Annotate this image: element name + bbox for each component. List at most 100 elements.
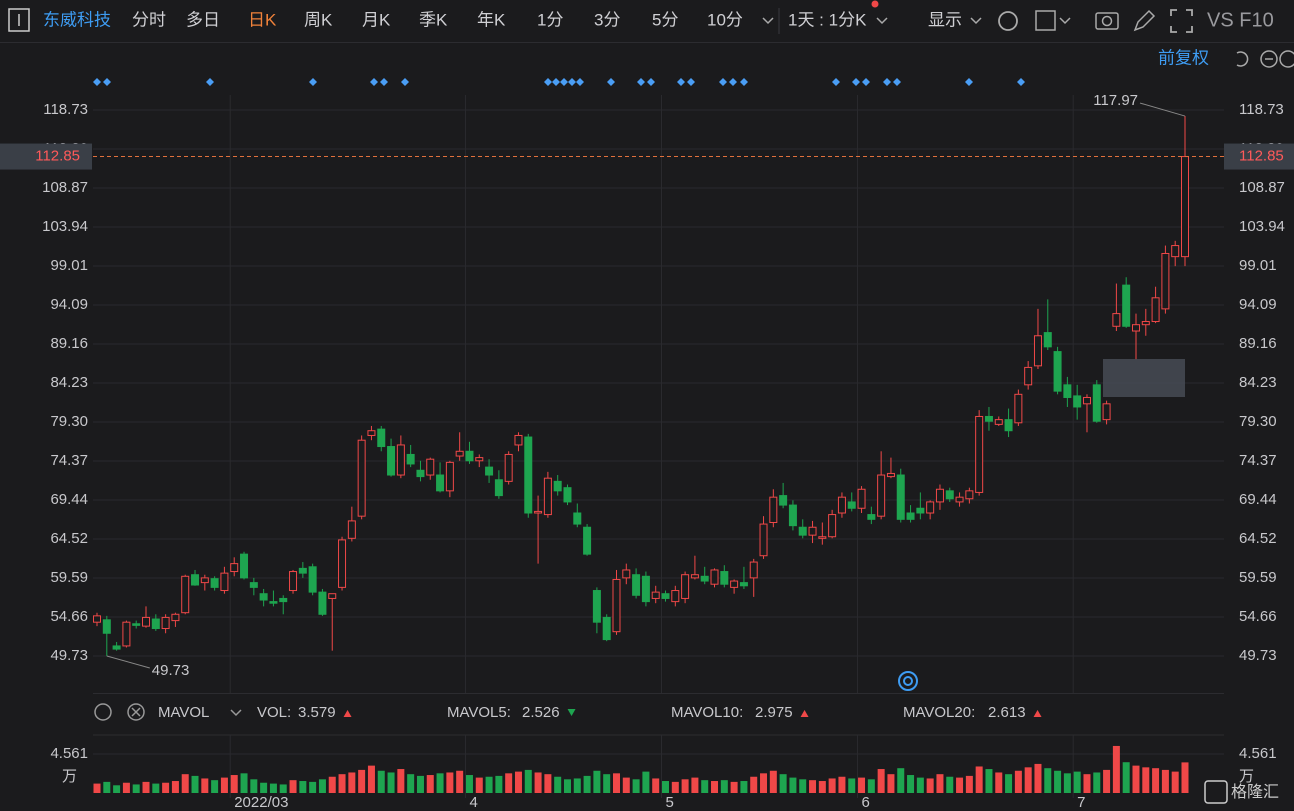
candle-body bbox=[1053, 351, 1062, 392]
candle-body bbox=[1014, 393, 1023, 424]
event-marker bbox=[370, 78, 378, 86]
volume-bar bbox=[711, 781, 719, 793]
candle-body bbox=[661, 593, 670, 599]
volume-bar bbox=[1181, 762, 1189, 793]
candle-body bbox=[886, 472, 895, 478]
candle-body bbox=[377, 428, 386, 448]
candle-body bbox=[651, 591, 660, 599]
volume-bar bbox=[485, 776, 493, 793]
volume-bar bbox=[220, 777, 228, 793]
f10-button[interactable]: VS F10 bbox=[1207, 9, 1274, 31]
volume-bar bbox=[397, 769, 405, 793]
indicator-settings[interactable] bbox=[94, 703, 112, 721]
candle-body bbox=[984, 415, 993, 422]
candle-body bbox=[916, 507, 925, 514]
volume-bar bbox=[760, 773, 768, 793]
x-tick-label: 4 bbox=[469, 794, 477, 811]
y-tick-label-right: 74.37 bbox=[1239, 452, 1277, 469]
draw-icon[interactable] bbox=[1133, 9, 1156, 32]
vol-tick-label: 4.561 bbox=[50, 745, 88, 762]
period-tab[interactable]: 10分 bbox=[707, 10, 743, 29]
camera-icon[interactable] bbox=[1095, 12, 1119, 30]
volume-bar bbox=[505, 773, 513, 793]
volume-bar bbox=[1161, 769, 1169, 793]
vol-tick-label-right: 4.561 bbox=[1239, 745, 1277, 762]
candle-body bbox=[367, 430, 376, 436]
plot bbox=[93, 116, 1189, 793]
layout-icon[interactable] bbox=[1035, 10, 1056, 31]
candle-body bbox=[318, 591, 327, 615]
trend-arrow bbox=[567, 709, 576, 716]
period-select[interactable]: 1天 : 1分K bbox=[788, 10, 867, 29]
reset-icon[interactable] bbox=[1236, 51, 1249, 67]
chevron bbox=[970, 17, 982, 25]
display-menu[interactable]: 显示 bbox=[928, 10, 962, 29]
settings-icon[interactable] bbox=[998, 11, 1018, 31]
event-marker bbox=[560, 78, 568, 86]
candle-body bbox=[710, 569, 719, 585]
period-tab[interactable]: 多日 bbox=[186, 10, 220, 29]
volume-bar bbox=[858, 777, 866, 793]
fullscreen-icon[interactable] bbox=[1170, 9, 1193, 33]
y-tick-label: 89.16 bbox=[50, 335, 88, 352]
logo-text: 格隆汇 bbox=[1231, 783, 1279, 801]
event-icon[interactable] bbox=[898, 671, 918, 691]
selection-box bbox=[1103, 359, 1185, 397]
period-tab[interactable]: 5分 bbox=[652, 10, 678, 29]
indicator-value: 2.526 bbox=[522, 704, 560, 721]
volume-bar bbox=[318, 779, 326, 793]
volume-bar bbox=[1122, 762, 1130, 793]
event-marker bbox=[647, 78, 655, 86]
candle-body bbox=[1102, 403, 1111, 421]
volume-bar bbox=[916, 777, 924, 793]
event-marker bbox=[1017, 78, 1025, 86]
period-tab[interactable]: 年K bbox=[477, 10, 506, 29]
zoom-in-icon[interactable] bbox=[1279, 50, 1294, 68]
low-label: 49.73 bbox=[152, 662, 190, 679]
volume-bar bbox=[240, 773, 248, 793]
volume-bar bbox=[1093, 772, 1101, 793]
price-tag-text: 112.85 bbox=[35, 148, 80, 165]
candle-body bbox=[739, 582, 748, 587]
menu-icon[interactable] bbox=[8, 8, 30, 32]
volume-bar bbox=[897, 768, 905, 793]
adjust-select[interactable]: 前复权 bbox=[1158, 48, 1209, 67]
indicator-label: VOL: bbox=[257, 704, 291, 721]
volume-bar bbox=[740, 781, 748, 793]
period-tab[interactable]: 周K bbox=[304, 10, 333, 29]
candle-body bbox=[690, 574, 699, 579]
volume-bar bbox=[230, 775, 238, 793]
stock-name[interactable]: 东威科技 bbox=[43, 10, 111, 29]
y-tick-label: 108.87 bbox=[42, 179, 88, 196]
indicator-name[interactable]: MAVOL bbox=[158, 704, 209, 721]
volume-bar bbox=[1044, 768, 1052, 793]
indicator-close[interactable] bbox=[127, 703, 145, 721]
notify-dot bbox=[871, 0, 879, 8]
candle-body bbox=[975, 415, 984, 493]
indicator-value: 2.613 bbox=[988, 704, 1026, 721]
period-tab[interactable]: 3分 bbox=[594, 10, 620, 29]
high-label: 117.97 bbox=[1093, 92, 1138, 109]
trend-arrow bbox=[343, 710, 352, 717]
period-tab[interactable]: 分时 bbox=[132, 10, 166, 29]
candle-body bbox=[857, 488, 866, 509]
period-tab[interactable]: 日K bbox=[248, 10, 277, 29]
zoom-out-icon[interactable] bbox=[1260, 50, 1278, 68]
period-tab[interactable]: 季K bbox=[419, 10, 448, 29]
y-tick-label: 64.52 bbox=[50, 530, 88, 547]
y-tick-label: 99.01 bbox=[50, 257, 88, 274]
period-tab[interactable]: 1分 bbox=[537, 10, 563, 29]
volume-bar bbox=[828, 778, 836, 793]
volume-bar bbox=[475, 777, 483, 793]
event-marker bbox=[965, 78, 973, 86]
candle-body bbox=[965, 490, 974, 500]
volume-bar bbox=[612, 773, 620, 793]
volume-bar bbox=[936, 774, 944, 793]
volume-bar bbox=[279, 784, 287, 793]
event-marker bbox=[862, 78, 870, 86]
period-tab[interactable]: 月K bbox=[362, 10, 391, 29]
event-marker bbox=[401, 78, 409, 86]
chevron[interactable] bbox=[762, 17, 774, 25]
volume-bar bbox=[162, 782, 170, 793]
volume-bar bbox=[985, 769, 993, 793]
